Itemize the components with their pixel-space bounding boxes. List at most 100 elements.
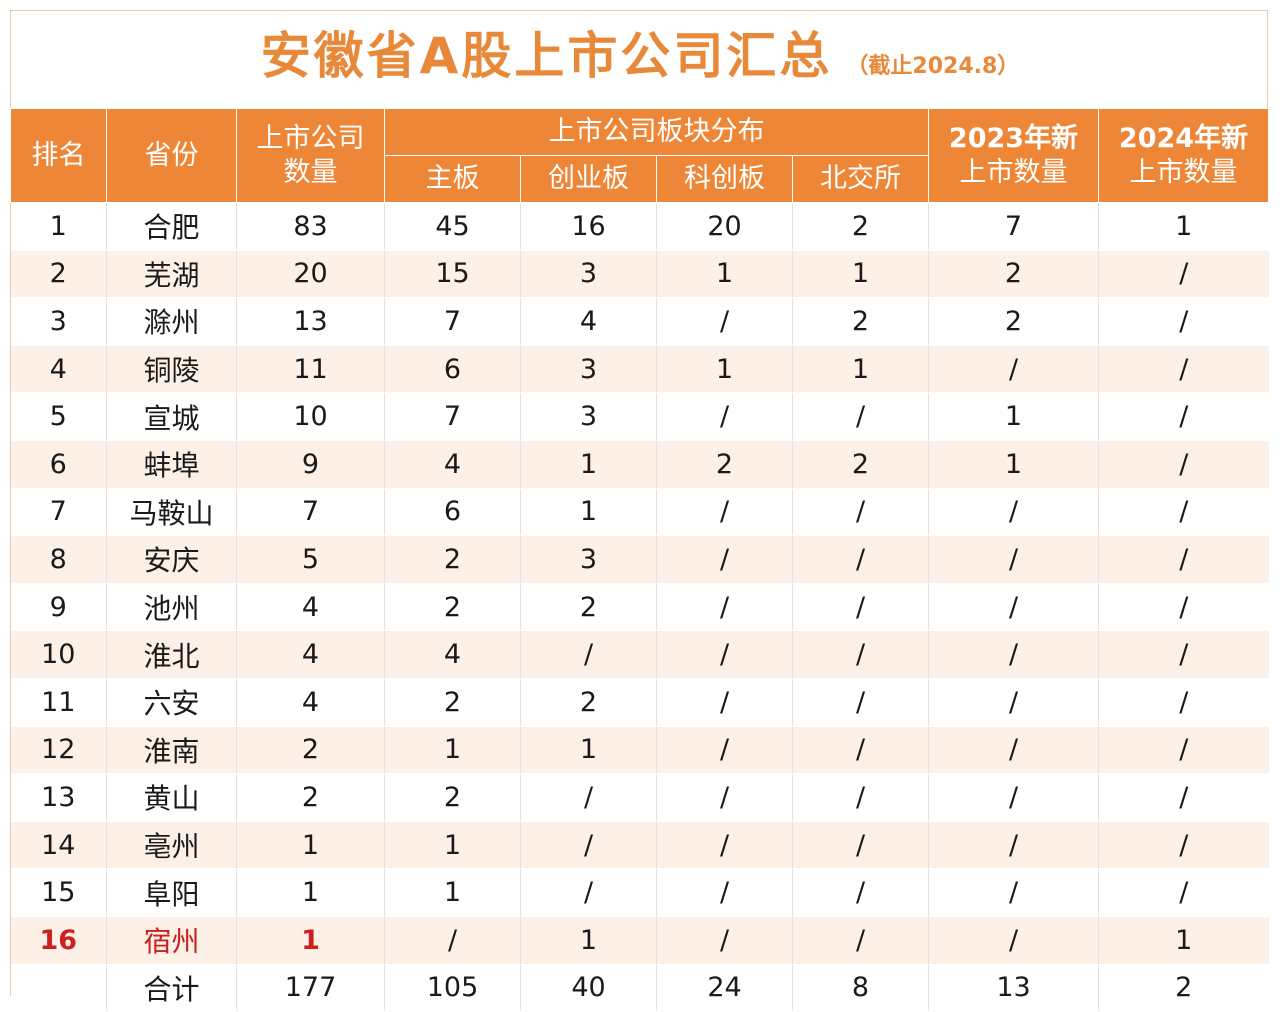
cell-y2023: 7 [928,202,1099,251]
table-row: 11 六安 4 2 2// / / [10,678,1269,727]
cell-y2024: / [1098,535,1269,584]
cell-star: / [656,535,793,584]
cell-count: 5 [236,535,385,584]
cell-main: 15 [384,250,521,299]
table-row: 8 安庆 5 2 3// / / [10,535,1269,584]
cell-name: 淮北 [106,630,237,679]
cell-main: 1 [384,821,521,870]
cell-star: / [656,821,793,870]
cell-y2023: 2 [928,250,1099,299]
cell-rank: 6 [10,440,107,489]
cell-star: 2 [656,440,793,489]
cell-bse: / [792,916,929,965]
cell-y2023: / [928,678,1099,727]
cell-y2024: / [1098,392,1269,441]
cell-main: 45 [384,202,521,251]
cell-main: 7 [384,297,521,346]
cell-y2023: / [928,773,1099,822]
cell-bse: / [792,392,929,441]
cell-y2024: / [1098,250,1269,299]
cell-rank: 3 [10,297,107,346]
cell-bse: 1 [792,250,929,299]
cell-chinext: 40 [520,964,657,1012]
header-board-chinext: 创业板 [520,155,657,203]
cell-y2024: / [1098,821,1269,870]
table-row: 3 滁州 13 7 4/2 2/ [10,297,1269,346]
cell-count: 20 [236,250,385,299]
cell-y2024: / [1098,297,1269,346]
cell-y2023: / [928,916,1099,965]
header-new-2023: 2023年新 上市数量 [928,108,1099,203]
cell-name: 阜阳 [106,868,237,917]
header-new-2024: 2024年新 上市数量 [1098,108,1269,203]
cell-name: 淮南 [106,726,237,775]
cell-y2024: / [1098,678,1269,727]
cell-rank: 10 [10,630,107,679]
header-new-2023-line2: 上市数量 [959,156,1068,188]
cell-y2023: 13 [928,964,1099,1012]
cell-count: 1 [236,868,385,917]
cell-rank: 11 [10,678,107,727]
cell-bse: / [792,678,929,727]
cell-bse: / [792,773,929,822]
cell-chinext: 3 [520,392,657,441]
cell-rank: 15 [10,868,107,917]
cell-main: / [384,916,521,965]
table-row: 2 芜湖 20 15 3 1 1 2/ [10,250,1269,299]
cell-chinext: 3 [520,535,657,584]
cell-chinext: 1 [520,440,657,489]
header-new-2023-line1: 2023年新 [948,122,1079,154]
cell-count: 2 [236,726,385,775]
cell-name: 合肥 [106,202,237,251]
cell-rank: 13 [10,773,107,822]
cell-chinext: 2 [520,678,657,727]
cell-y2023: / [928,868,1099,917]
cell-rank: 14 [10,821,107,870]
cell-name: 黄山 [106,773,237,822]
cell-star: 1 [656,345,793,394]
cell-count: 9 [236,440,385,489]
cell-main: 1 [384,868,521,917]
cell-count: 83 [236,202,385,251]
cell-bse: / [792,868,929,917]
cell-star: / [656,868,793,917]
cell-star: / [656,726,793,775]
cell-y2023: 2 [928,297,1099,346]
cell-y2024: 1 [1098,202,1269,251]
cell-y2023: / [928,726,1099,775]
cell-y2023: 1 [928,440,1099,489]
cell-rank: 7 [10,488,107,537]
cell-name: 芜湖 [106,250,237,299]
cell-y2023: / [928,535,1099,584]
table-row: 1 合肥 83 45 16 20 2 7 1 [10,202,1269,251]
cell-count: 177 [236,964,385,1012]
cell-name: 宣城 [106,392,237,441]
cell-name: 蚌埠 [106,440,237,489]
header-board-star: 科创板 [656,155,793,203]
cell-rank: 2 [10,250,107,299]
title-note: （截止2024.8） [846,54,1020,79]
cell-bse: / [792,630,929,679]
cell-bse: / [792,583,929,632]
cell-rank: 5 [10,392,107,441]
cell-bse: / [792,535,929,584]
cell-y2024: / [1098,726,1269,775]
cell-star: / [656,392,793,441]
cell-count: 11 [236,345,385,394]
cell-y2024: / [1098,583,1269,632]
cell-main: 105 [384,964,521,1012]
header-rank: 排名 [10,108,107,203]
cell-bse: 2 [792,297,929,346]
header-new-2024-line1: 2024年新 [1118,122,1249,154]
cell-y2023: / [928,583,1099,632]
cell-chinext: 4 [520,297,657,346]
table-row: 7 马鞍山 7 6 1// / / [10,488,1269,537]
cell-count: 10 [236,392,385,441]
cell-bse: 8 [792,964,929,1012]
cell-main: 2 [384,583,521,632]
cell-count: 1 [236,821,385,870]
header-count-line1: 上市公司 [256,122,365,154]
cell-star: / [656,630,793,679]
cell-main: 7 [384,392,521,441]
total-row: 合计 177 105 40 24 8 13 2 [10,964,1269,1012]
